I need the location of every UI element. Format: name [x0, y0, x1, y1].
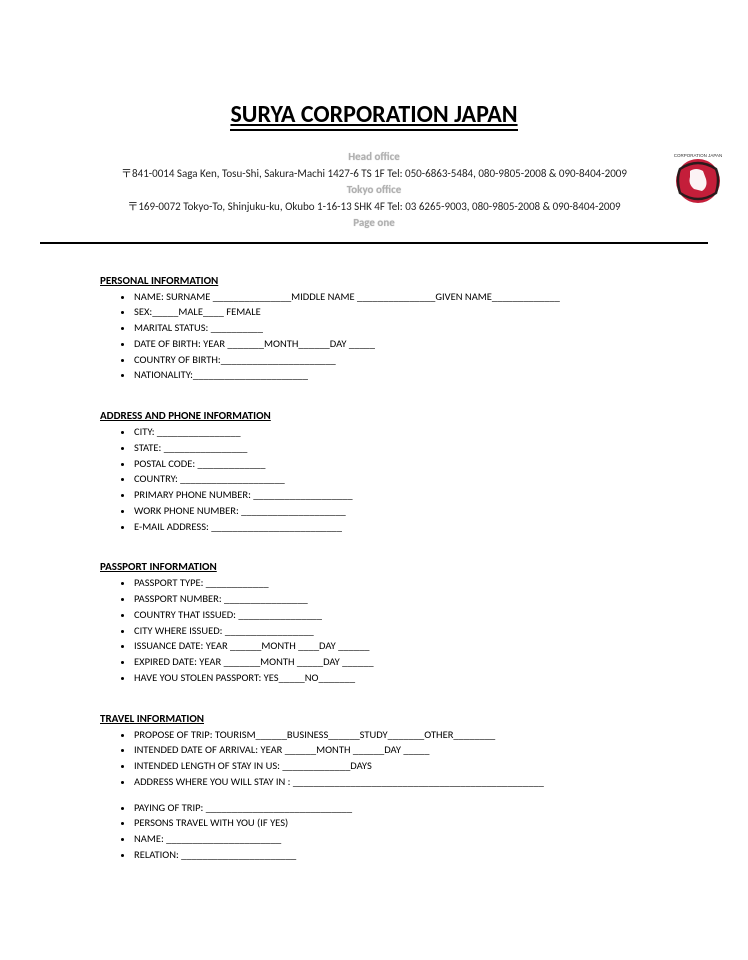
form-field: INTENDED LENGTH OF STAY IN US: _________…: [134, 758, 708, 774]
form-field: ADDRESS WHERE YOU WILL STAY IN : _______…: [134, 774, 708, 790]
form-field: COUNTRY THAT ISSUED: ________________: [134, 607, 708, 623]
form-field: PAYING OF TRIP: ________________________…: [134, 800, 708, 816]
personal-list: NAME: SURNAME _______________MIDDLE NAME…: [134, 289, 708, 384]
form-field: EXPIRED DATE: YEAR _______MONTH _____DAY…: [134, 654, 708, 670]
form-field: PASSPORT TYPE: ____________: [134, 575, 708, 591]
head-office-label: Head office: [40, 149, 708, 166]
page-title: SURYA CORPORATION JAPAN: [230, 100, 517, 131]
form-field: ISSUANCE DATE: YEAR ______MONTH ____DAY …: [134, 638, 708, 654]
tokyo-office-label: Tokyo office: [40, 182, 708, 199]
company-logo: CORPORATION JAPAN: [668, 149, 728, 209]
address-section: ADDRESS AND PHONE INFORMATION CITY: ____…: [100, 409, 708, 534]
address-title: ADDRESS AND PHONE INFORMATION: [100, 409, 708, 422]
form-field: NAME: ______________________: [134, 831, 708, 847]
form-field: CITY WHERE ISSUED: _________________: [134, 623, 708, 639]
form-field: PASSPORT NUMBER: ________________: [134, 591, 708, 607]
passport-title: PASSPORT INFORMATION: [100, 560, 708, 573]
page-number-label: Page one: [40, 215, 708, 232]
form-field: INTENDED DATE OF ARRIVAL: YEAR ______MON…: [134, 742, 708, 758]
form-field: PERSONS TRAVEL WITH YOU (IF YES): [134, 815, 708, 831]
form-field: NATIONALITY:______________________: [134, 367, 708, 383]
head-office-address: 〒841-0014 Saga Ken, Tosu-Shi, Sakura-Mac…: [40, 166, 708, 183]
document-page: SURYA CORPORATION JAPAN CORPORATION JAPA…: [0, 0, 748, 929]
form-field: COUNTRY: ____________________: [134, 471, 708, 487]
form-field: PRIMARY PHONE NUMBER: __________________…: [134, 487, 708, 503]
header-divider: [40, 242, 708, 244]
form-field: SEX:_____MALE____ FEMALE: [134, 304, 708, 320]
form-field: DATE OF BIRTH: YEAR _______MONTH______DA…: [134, 336, 708, 352]
form-field: POSTAL CODE: _____________: [134, 456, 708, 472]
travel-list-2: PAYING OF TRIP: ________________________…: [134, 800, 708, 863]
title-container: SURYA CORPORATION JAPAN: [40, 100, 708, 149]
form-field: HAVE YOU STOLEN PASSPORT: YES_____NO____…: [134, 670, 708, 686]
form-field: STATE: ________________: [134, 440, 708, 456]
travel-title: TRAVEL INFORMATION: [100, 712, 708, 725]
travel-list-1: PROPOSE OF TRIP: TOURISM______BUSINESS__…: [134, 727, 708, 790]
form-field: WORK PHONE NUMBER: ____________________: [134, 503, 708, 519]
form-field: MARITAL STATUS: __________: [134, 320, 708, 336]
svg-text:CORPORATION JAPAN: CORPORATION JAPAN: [674, 153, 723, 158]
passport-list: PASSPORT TYPE: ____________ PASSPORT NUM…: [134, 575, 708, 685]
passport-section: PASSPORT INFORMATION PASSPORT TYPE: ____…: [100, 560, 708, 685]
form-field: COUNTRY OF BIRTH:______________________: [134, 352, 708, 368]
form-field: NAME: SURNAME _______________MIDDLE NAME…: [134, 289, 708, 305]
form-field: RELATION: ______________________: [134, 847, 708, 863]
personal-section: PERSONAL INFORMATION NAME: SURNAME _____…: [100, 274, 708, 384]
form-field: E-MAIL ADDRESS: ________________________…: [134, 519, 708, 535]
form-field: PROPOSE OF TRIP: TOURISM______BUSINESS__…: [134, 727, 708, 743]
tokyo-office-address: 〒169-0072 Tokyo-To, Shinjuku-ku, Okubo 1…: [40, 199, 708, 216]
address-list: CITY: ________________ STATE: __________…: [134, 424, 708, 534]
travel-section: TRAVEL INFORMATION PROPOSE OF TRIP: TOUR…: [100, 712, 708, 863]
header-block: CORPORATION JAPAN Head office 〒841-0014 …: [40, 149, 708, 240]
form-field: CITY: ________________: [134, 424, 708, 440]
personal-title: PERSONAL INFORMATION: [100, 274, 708, 287]
